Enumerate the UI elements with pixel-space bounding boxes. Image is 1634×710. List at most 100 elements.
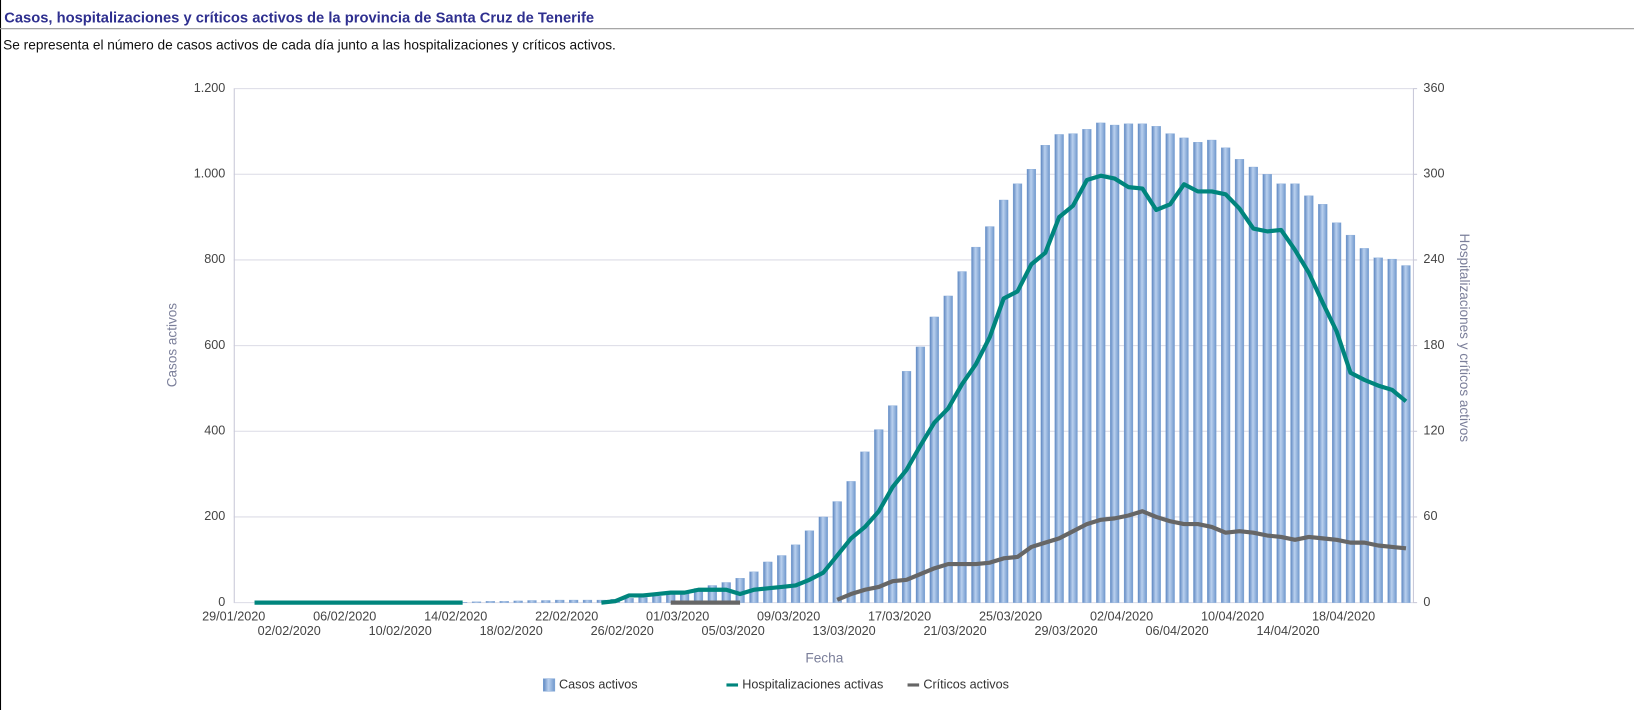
legend-swatch <box>542 678 556 692</box>
bar <box>929 316 939 603</box>
bar <box>624 598 634 603</box>
x-tick-label: 06/02/2020 <box>313 610 376 624</box>
line-series <box>254 173 1408 605</box>
bar <box>985 226 995 603</box>
bar <box>1137 123 1147 603</box>
bar <box>1054 134 1064 603</box>
bar <box>485 601 495 603</box>
bar <box>513 600 523 603</box>
bar <box>471 601 482 603</box>
y-tick-label: 0 <box>218 595 225 609</box>
bar <box>901 371 912 603</box>
x-tick-label: 29/01/2020 <box>202 610 265 624</box>
bar <box>1207 139 1217 603</box>
bar <box>541 600 551 603</box>
bar <box>735 578 745 603</box>
x-tick-label: 26/02/2020 <box>591 624 654 638</box>
bar <box>804 530 815 603</box>
chart-subtitle: Se representa el número de casos activos… <box>3 38 616 53</box>
y2-tick-label: 240 <box>1423 252 1444 266</box>
bar <box>1012 183 1023 603</box>
x-tick-label: 14/02/2020 <box>424 610 487 624</box>
bar <box>1110 124 1120 603</box>
x-tick-label: 10/02/2020 <box>369 624 432 638</box>
bar <box>957 271 967 603</box>
bar <box>569 599 579 603</box>
y-axis-title: Casos activos <box>164 303 179 387</box>
x-tick-label: 10/04/2020 <box>1201 610 1264 624</box>
legend-label: Críticos activos <box>923 677 1009 691</box>
bar <box>1359 248 1369 603</box>
bar <box>915 346 926 603</box>
y2-tick-label: 300 <box>1423 167 1444 181</box>
bar <box>1123 123 1134 603</box>
bar <box>1304 195 1314 603</box>
bar <box>1221 147 1231 603</box>
x-tick-label: 05/03/2020 <box>702 624 765 638</box>
bar <box>777 555 787 603</box>
bar <box>763 561 773 603</box>
x-tick-label: 09/03/2020 <box>757 610 820 624</box>
bar <box>1040 145 1050 603</box>
bar <box>1151 126 1161 603</box>
bar <box>888 405 898 603</box>
bar <box>999 199 1009 603</box>
bar <box>652 596 662 603</box>
bar <box>499 601 509 603</box>
y2-axis-title: Hospitalizaciones y críticos activos <box>1457 234 1472 443</box>
line-series <box>670 509 1407 605</box>
bar <box>1387 258 1397 603</box>
bar <box>1290 183 1300 603</box>
bar <box>749 571 759 603</box>
bar <box>1165 133 1175 603</box>
x-tick-label: 18/04/2020 <box>1312 610 1375 624</box>
y-tick-label: 1.200 <box>194 81 226 95</box>
bar <box>1318 204 1328 603</box>
y2-tick-label: 360 <box>1423 81 1444 95</box>
x-tick-label: 17/03/2020 <box>868 610 931 624</box>
bar <box>1179 137 1189 603</box>
x-tick-label: 18/02/2020 <box>480 624 543 638</box>
bar <box>1068 133 1078 603</box>
bar <box>1082 129 1092 603</box>
y-tick-label: 200 <box>204 509 225 523</box>
x-tick-label: 22/02/2020 <box>535 610 598 624</box>
x-tick-label: 14/04/2020 <box>1256 624 1319 638</box>
bar <box>1026 168 1037 603</box>
bar <box>1401 265 1411 603</box>
bar <box>1096 122 1106 603</box>
bar <box>638 597 648 603</box>
y2-tick-label: 180 <box>1423 338 1444 352</box>
bar <box>943 295 953 603</box>
bar <box>1276 183 1286 603</box>
legend-label: Hospitalizaciones activas <box>742 677 883 691</box>
bar <box>1345 234 1356 603</box>
y2-tick-label: 60 <box>1423 509 1437 523</box>
y-tick-label: 400 <box>204 424 225 438</box>
y-tick-label: 600 <box>204 338 225 352</box>
bar <box>555 599 565 603</box>
bar <box>1193 142 1203 603</box>
x-tick-label: 01/03/2020 <box>646 610 709 624</box>
bar <box>1262 174 1272 603</box>
x-tick-label: 29/03/2020 <box>1034 624 1097 638</box>
x-axis-title: Fecha <box>805 651 843 666</box>
bar <box>1248 166 1258 603</box>
x-tick-label: 13/03/2020 <box>813 624 876 638</box>
bar <box>582 599 593 603</box>
bar <box>790 544 801 603</box>
y2-tick-label: 0 <box>1423 595 1430 609</box>
x-tick-label: 06/04/2020 <box>1145 624 1208 638</box>
bar <box>818 516 828 603</box>
x-tick-label: 21/03/2020 <box>924 624 987 638</box>
x-tick-label: 02/02/2020 <box>258 624 321 638</box>
bar <box>1332 222 1342 603</box>
chart-title: Casos, hospitalizaciones y críticos acti… <box>4 11 594 27</box>
y-tick-label: 1.000 <box>194 167 226 181</box>
bar <box>1373 257 1383 603</box>
x-tick-label: 25/03/2020 <box>979 610 1042 624</box>
bar <box>527 600 537 603</box>
legend-label: Casos activos <box>559 677 638 691</box>
y-tick-label: 800 <box>204 252 225 266</box>
